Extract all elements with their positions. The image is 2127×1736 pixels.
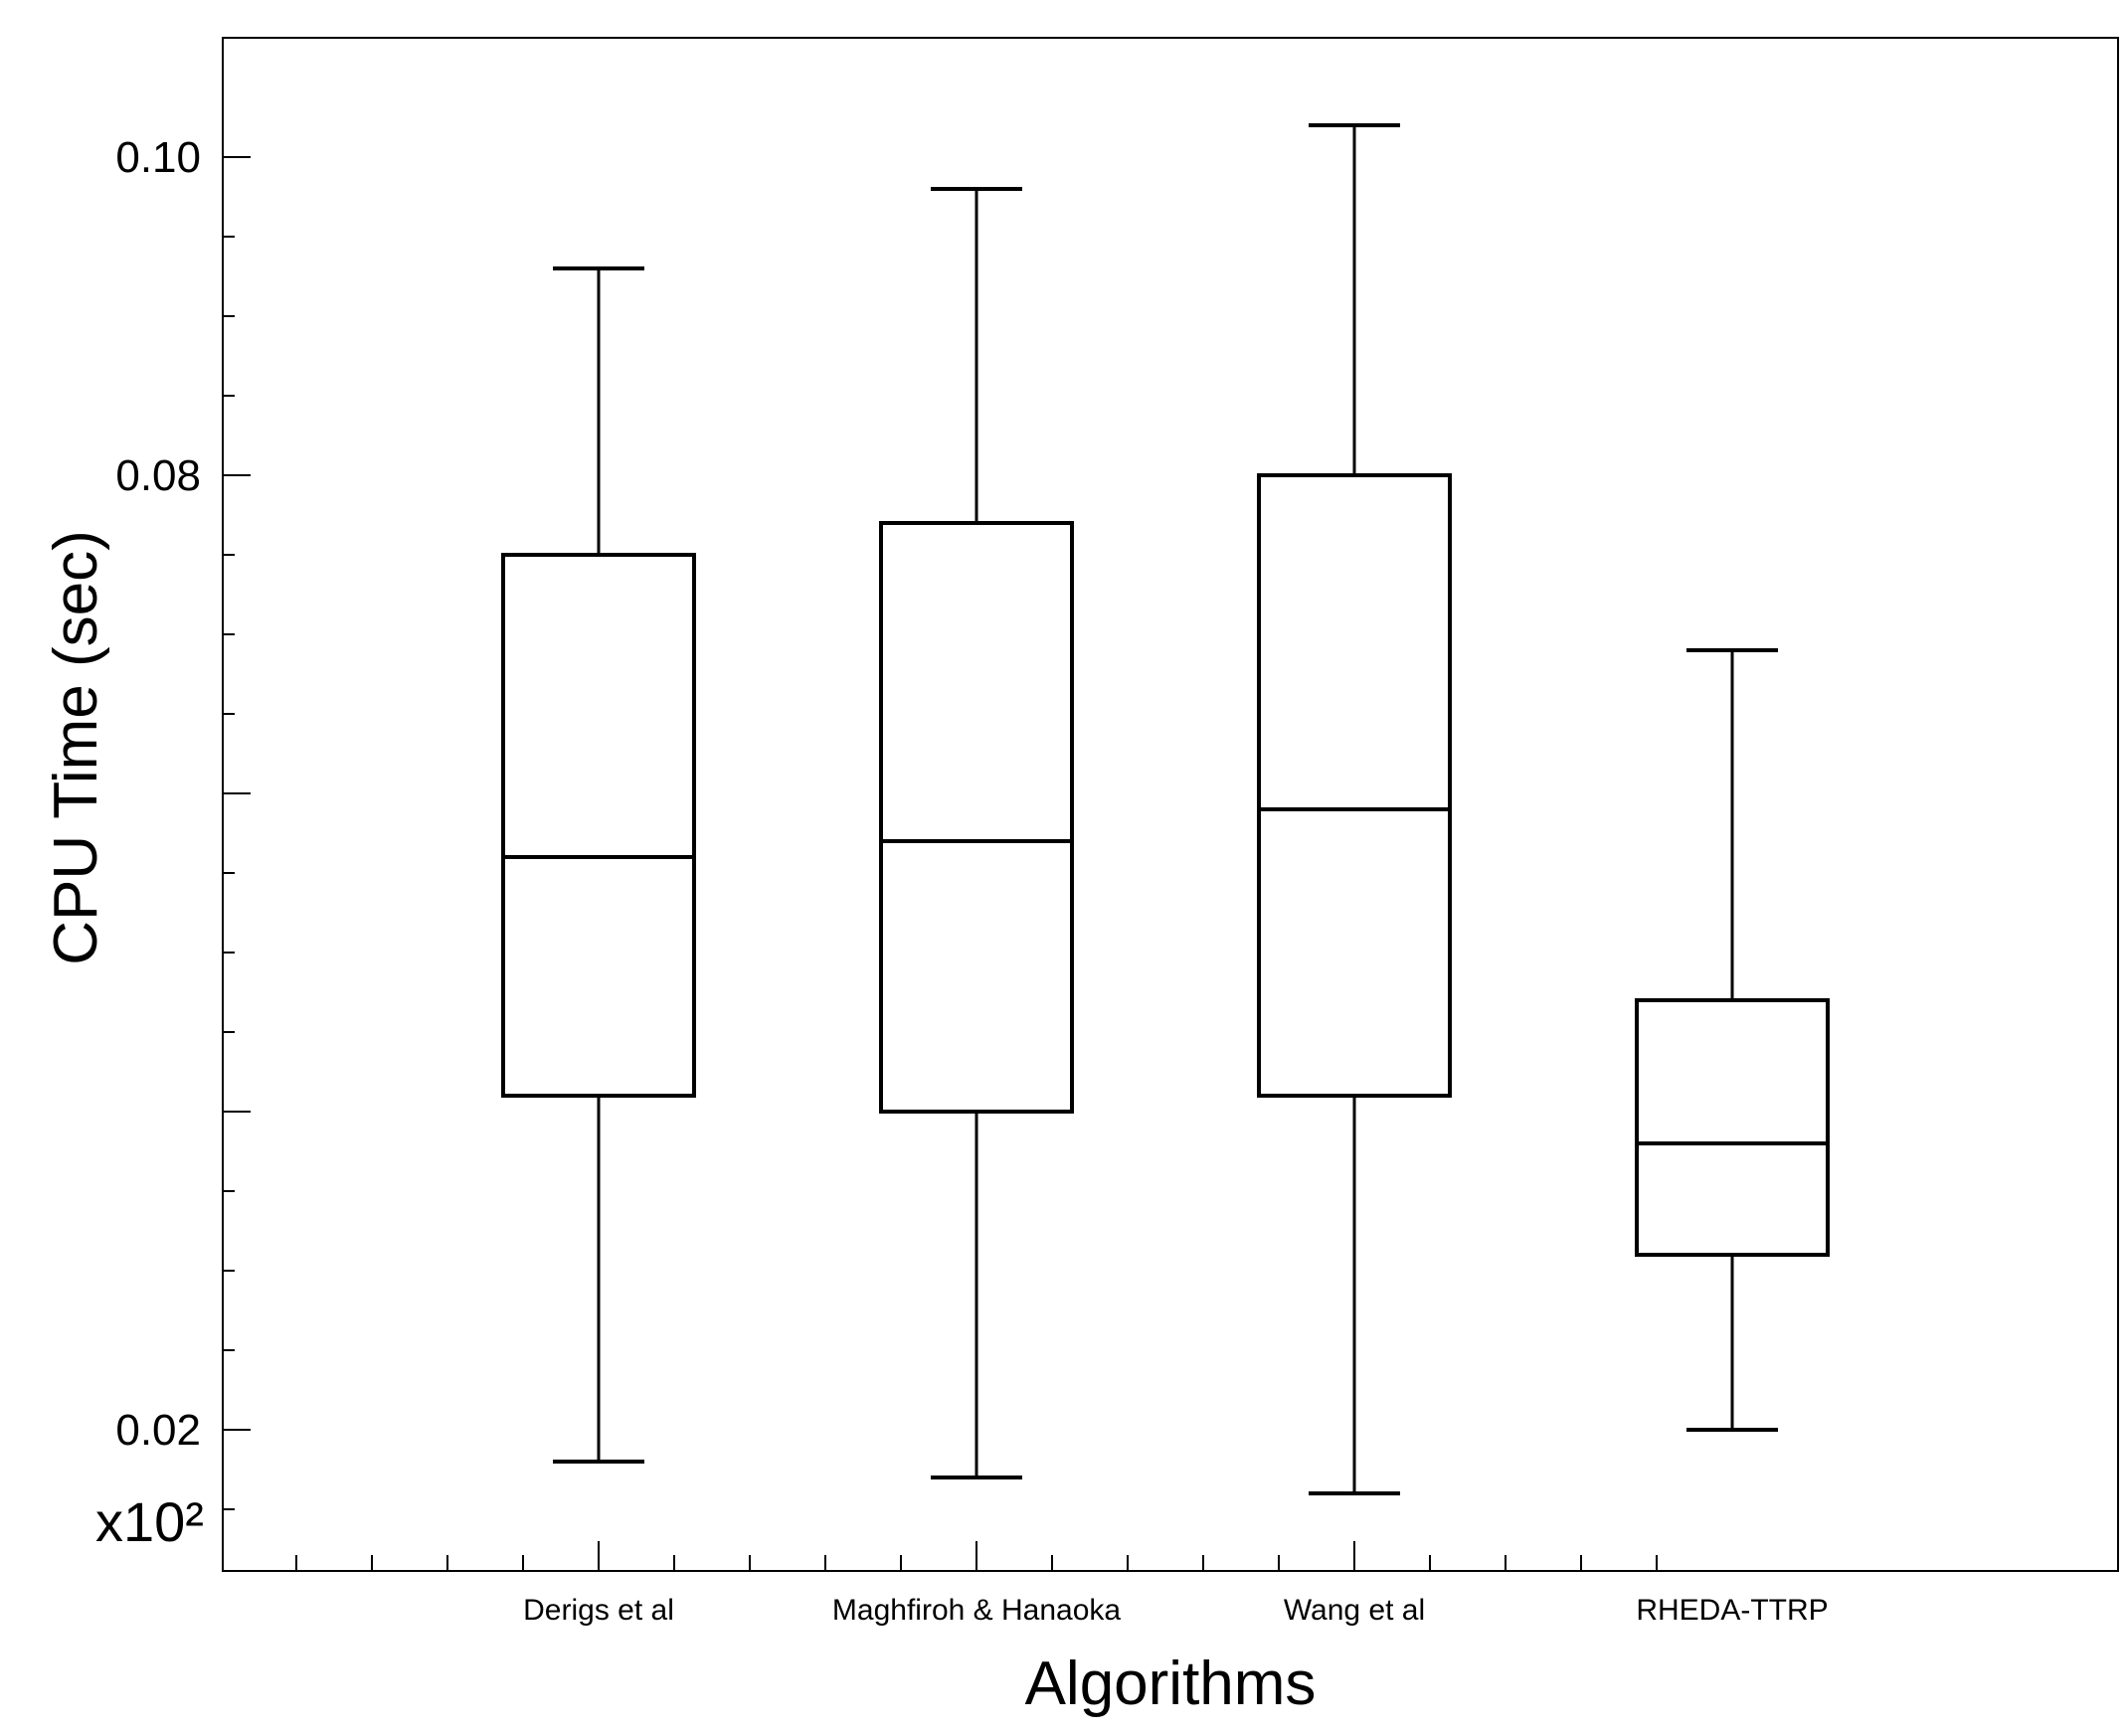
x-tick-label: Derigs et al (523, 1594, 674, 1627)
y-axis-title: CPU Time (sec) (42, 530, 110, 964)
iqr-box (879, 521, 1074, 1114)
box-3 (1257, 123, 1452, 1495)
y-tick-label: 0.08 (115, 451, 201, 500)
x-axis-title: Algorithms (1025, 1649, 1317, 1718)
x-tick-label: RHEDA-TTRP (1636, 1594, 1828, 1627)
y-multiplier-label: x10² (95, 1490, 204, 1553)
iqr-box (1257, 473, 1452, 1098)
x-tick-labels: Derigs et al Maghfiroh & Hanaoka Wang et a… (523, 1594, 1829, 1627)
plot-frame (222, 37, 2119, 1572)
box-4 (1635, 648, 1830, 1432)
y-tick-labels: 0.10 0.08 0.02 (115, 133, 201, 1455)
iqr-box (1635, 998, 1830, 1257)
y-axis-ticks (223, 156, 251, 1510)
y-tick-label: 0.02 (115, 1406, 201, 1455)
box-2 (879, 187, 1074, 1479)
box-1 (501, 266, 696, 1464)
x-tick-label: Maghfiroh & Hanaoka (832, 1594, 1121, 1627)
x-axis-ticks (295, 1541, 1658, 1571)
y-tick-label: 0.10 (115, 133, 201, 182)
box-series (501, 123, 1830, 1495)
iqr-box (501, 553, 696, 1098)
x-tick-label: Wang et al (1284, 1594, 1425, 1627)
